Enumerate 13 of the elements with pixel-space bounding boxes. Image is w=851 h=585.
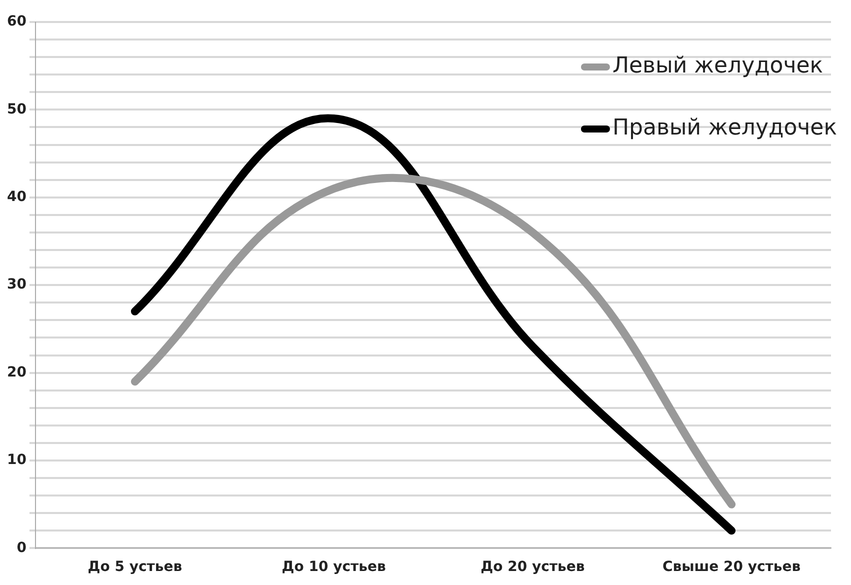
y-tick-label: 0	[16, 540, 27, 556]
y-tick-label: 60	[7, 14, 27, 30]
y-tick-label: 10	[7, 452, 27, 468]
y-tick-label: 50	[7, 101, 27, 118]
x-tick-label: До 5 устьев	[88, 559, 182, 576]
y-tick-label: 40	[7, 189, 27, 206]
y-tick-label: 20	[7, 364, 27, 380]
x-tick-label: До 20 устьев	[480, 559, 585, 576]
legend-label: Правый желудочек	[612, 116, 838, 141]
y-tick-label: 30	[7, 276, 27, 293]
legend-label: Левый желудочек	[612, 54, 824, 79]
x-tick-label: Свыше 20 устьев	[662, 559, 801, 576]
x-tick-label: До 10 устьев	[282, 559, 386, 576]
